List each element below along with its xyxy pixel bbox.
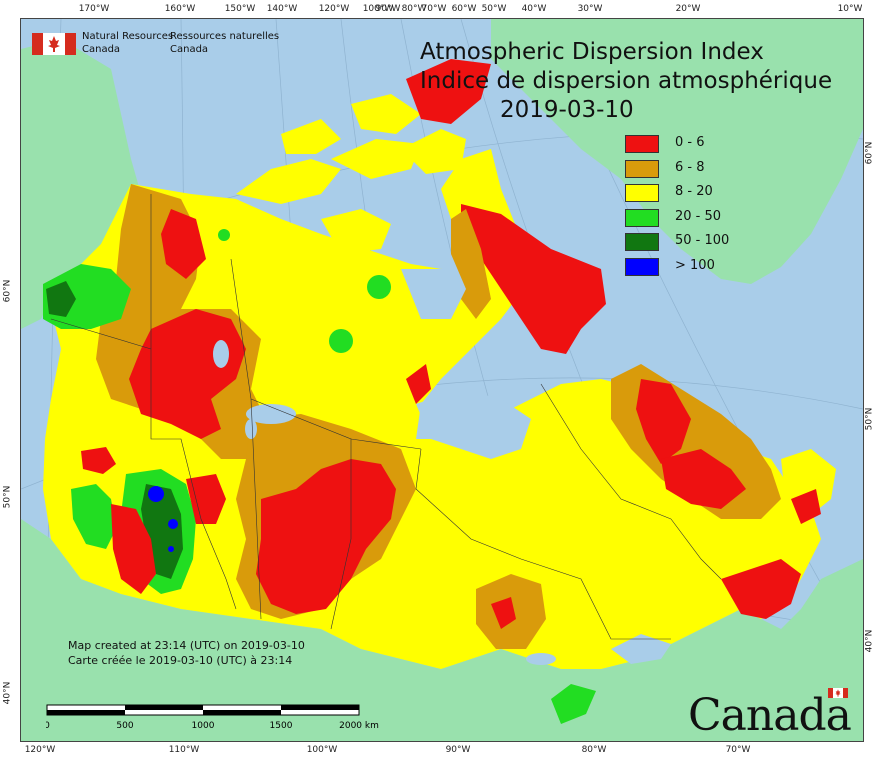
yukon-red xyxy=(161,209,206,279)
map-title: Atmospheric Dispersion Index Indice de d… xyxy=(420,38,832,125)
bc-red-north xyxy=(81,447,116,474)
legend-swatch xyxy=(625,257,659,276)
bc-red xyxy=(111,504,156,594)
lon-label: 40°W xyxy=(521,4,547,14)
map-canvas xyxy=(21,19,863,741)
lat-label: 50°N xyxy=(864,407,875,431)
agency-fr-line2: Canada xyxy=(170,44,209,55)
lon-label: 20°W xyxy=(675,4,701,14)
usa xyxy=(21,519,863,741)
bc-coast-green xyxy=(71,484,116,549)
ontario-south-green xyxy=(551,684,596,724)
lat-label: 60°N xyxy=(2,279,13,303)
title-fr: Indice de dispersion atmosphérique xyxy=(420,68,833,94)
green-spots xyxy=(218,229,391,353)
map-date: 2019-03-10 xyxy=(500,97,634,123)
labrador-red xyxy=(661,449,746,509)
legend-label: 0 - 6 xyxy=(675,135,705,150)
lon-label: 100°W xyxy=(362,4,394,14)
borders xyxy=(50,194,722,640)
canada-mainland xyxy=(43,149,821,669)
lat-label: 40°N xyxy=(2,681,13,705)
agency-en-line1: Natural Resources xyxy=(82,31,174,42)
legend-swatch xyxy=(625,184,659,202)
ontario-red xyxy=(491,597,516,629)
lon-label: 70°W xyxy=(725,745,751,755)
legend-swatch xyxy=(625,135,659,153)
alaska xyxy=(21,39,141,329)
lon-label: 120°W xyxy=(24,745,56,755)
canada-wordmark: Canada xyxy=(688,688,852,741)
ellesmere-red xyxy=(406,59,491,124)
lon-label: 170°W xyxy=(78,4,110,14)
lon-label: 50°W xyxy=(481,4,507,14)
agency-fr-line1: Ressources naturelles xyxy=(170,31,280,42)
lat-label: 40°N xyxy=(864,629,875,653)
legend-swatch xyxy=(625,233,659,251)
map-frame xyxy=(20,18,864,742)
scale-label: 500 xyxy=(116,721,133,731)
lon-label: 100°W xyxy=(306,745,338,755)
canada-flag-icon xyxy=(32,33,76,55)
yukon-darkgreen xyxy=(46,281,76,317)
nwt-red xyxy=(129,309,246,439)
legend-swatch xyxy=(625,159,659,178)
map-credits: Map created at 23:14 (UTC) on 2019-03-10… xyxy=(68,638,305,668)
wordmark-text: Canada xyxy=(688,690,852,741)
legend-label: 8 - 20 xyxy=(675,184,713,199)
greenland xyxy=(491,19,863,284)
lon-label: 60°W xyxy=(451,4,477,14)
legend-label: > 100 xyxy=(675,257,715,273)
agency-name-en: Natural Resources Canada xyxy=(82,30,173,56)
prairie-red xyxy=(256,459,396,614)
lon-label: 70°W xyxy=(421,4,447,14)
title-en: Atmospheric Dispersion Index xyxy=(420,39,764,65)
newfoundland-red xyxy=(791,489,821,524)
scale-label: 2000 km xyxy=(339,721,379,731)
lon-label: 90°W xyxy=(445,745,471,755)
scale-label: 1500 xyxy=(270,721,293,731)
legend-swatch xyxy=(625,208,659,227)
legend-label: 50 - 100 xyxy=(675,233,730,248)
quebec-red xyxy=(636,379,691,464)
agency-en-line2: Canada xyxy=(82,44,121,55)
credit-en: Map created at 23:14 (UTC) on 2019-03-10 xyxy=(68,639,305,652)
legend-label: 6 - 8 xyxy=(675,159,705,175)
scale-label: 1000 xyxy=(192,721,215,731)
legend-label: 20 - 50 xyxy=(675,208,722,224)
lon-label: 140°W xyxy=(266,4,298,14)
scale-bar: 0 500 1000 1500 2000 km xyxy=(46,704,379,731)
bc-blue-spots xyxy=(148,486,178,552)
lon-label: 160°W xyxy=(164,4,196,14)
wordmark-flag-icon xyxy=(828,688,848,698)
lon-label: 30°W xyxy=(577,4,603,14)
agency-name-fr: Ressources naturelles Canada xyxy=(170,30,279,56)
lon-label: 90°W xyxy=(375,4,401,14)
maritimes-red xyxy=(721,559,801,619)
credit-fr: Carte créée le 2019-03-10 (UTC) à 23:14 xyxy=(68,654,293,667)
baffin-red xyxy=(461,204,606,354)
lon-label: 80°W xyxy=(401,4,427,14)
lat-label: 60°N xyxy=(864,141,875,165)
lon-label: 110°W xyxy=(168,745,200,755)
lon-label: 120°W xyxy=(318,4,350,14)
lon-label: 150°W xyxy=(224,4,256,14)
lat-label: 50°N xyxy=(2,485,13,509)
lakes xyxy=(213,254,671,665)
alberta-red xyxy=(186,474,226,524)
arctic-islands xyxy=(236,94,466,319)
lon-label: 80°W xyxy=(581,745,607,755)
lon-label: 10°W xyxy=(837,4,863,14)
scale-label: 0 xyxy=(46,721,50,731)
hudson-east-red xyxy=(406,364,431,404)
